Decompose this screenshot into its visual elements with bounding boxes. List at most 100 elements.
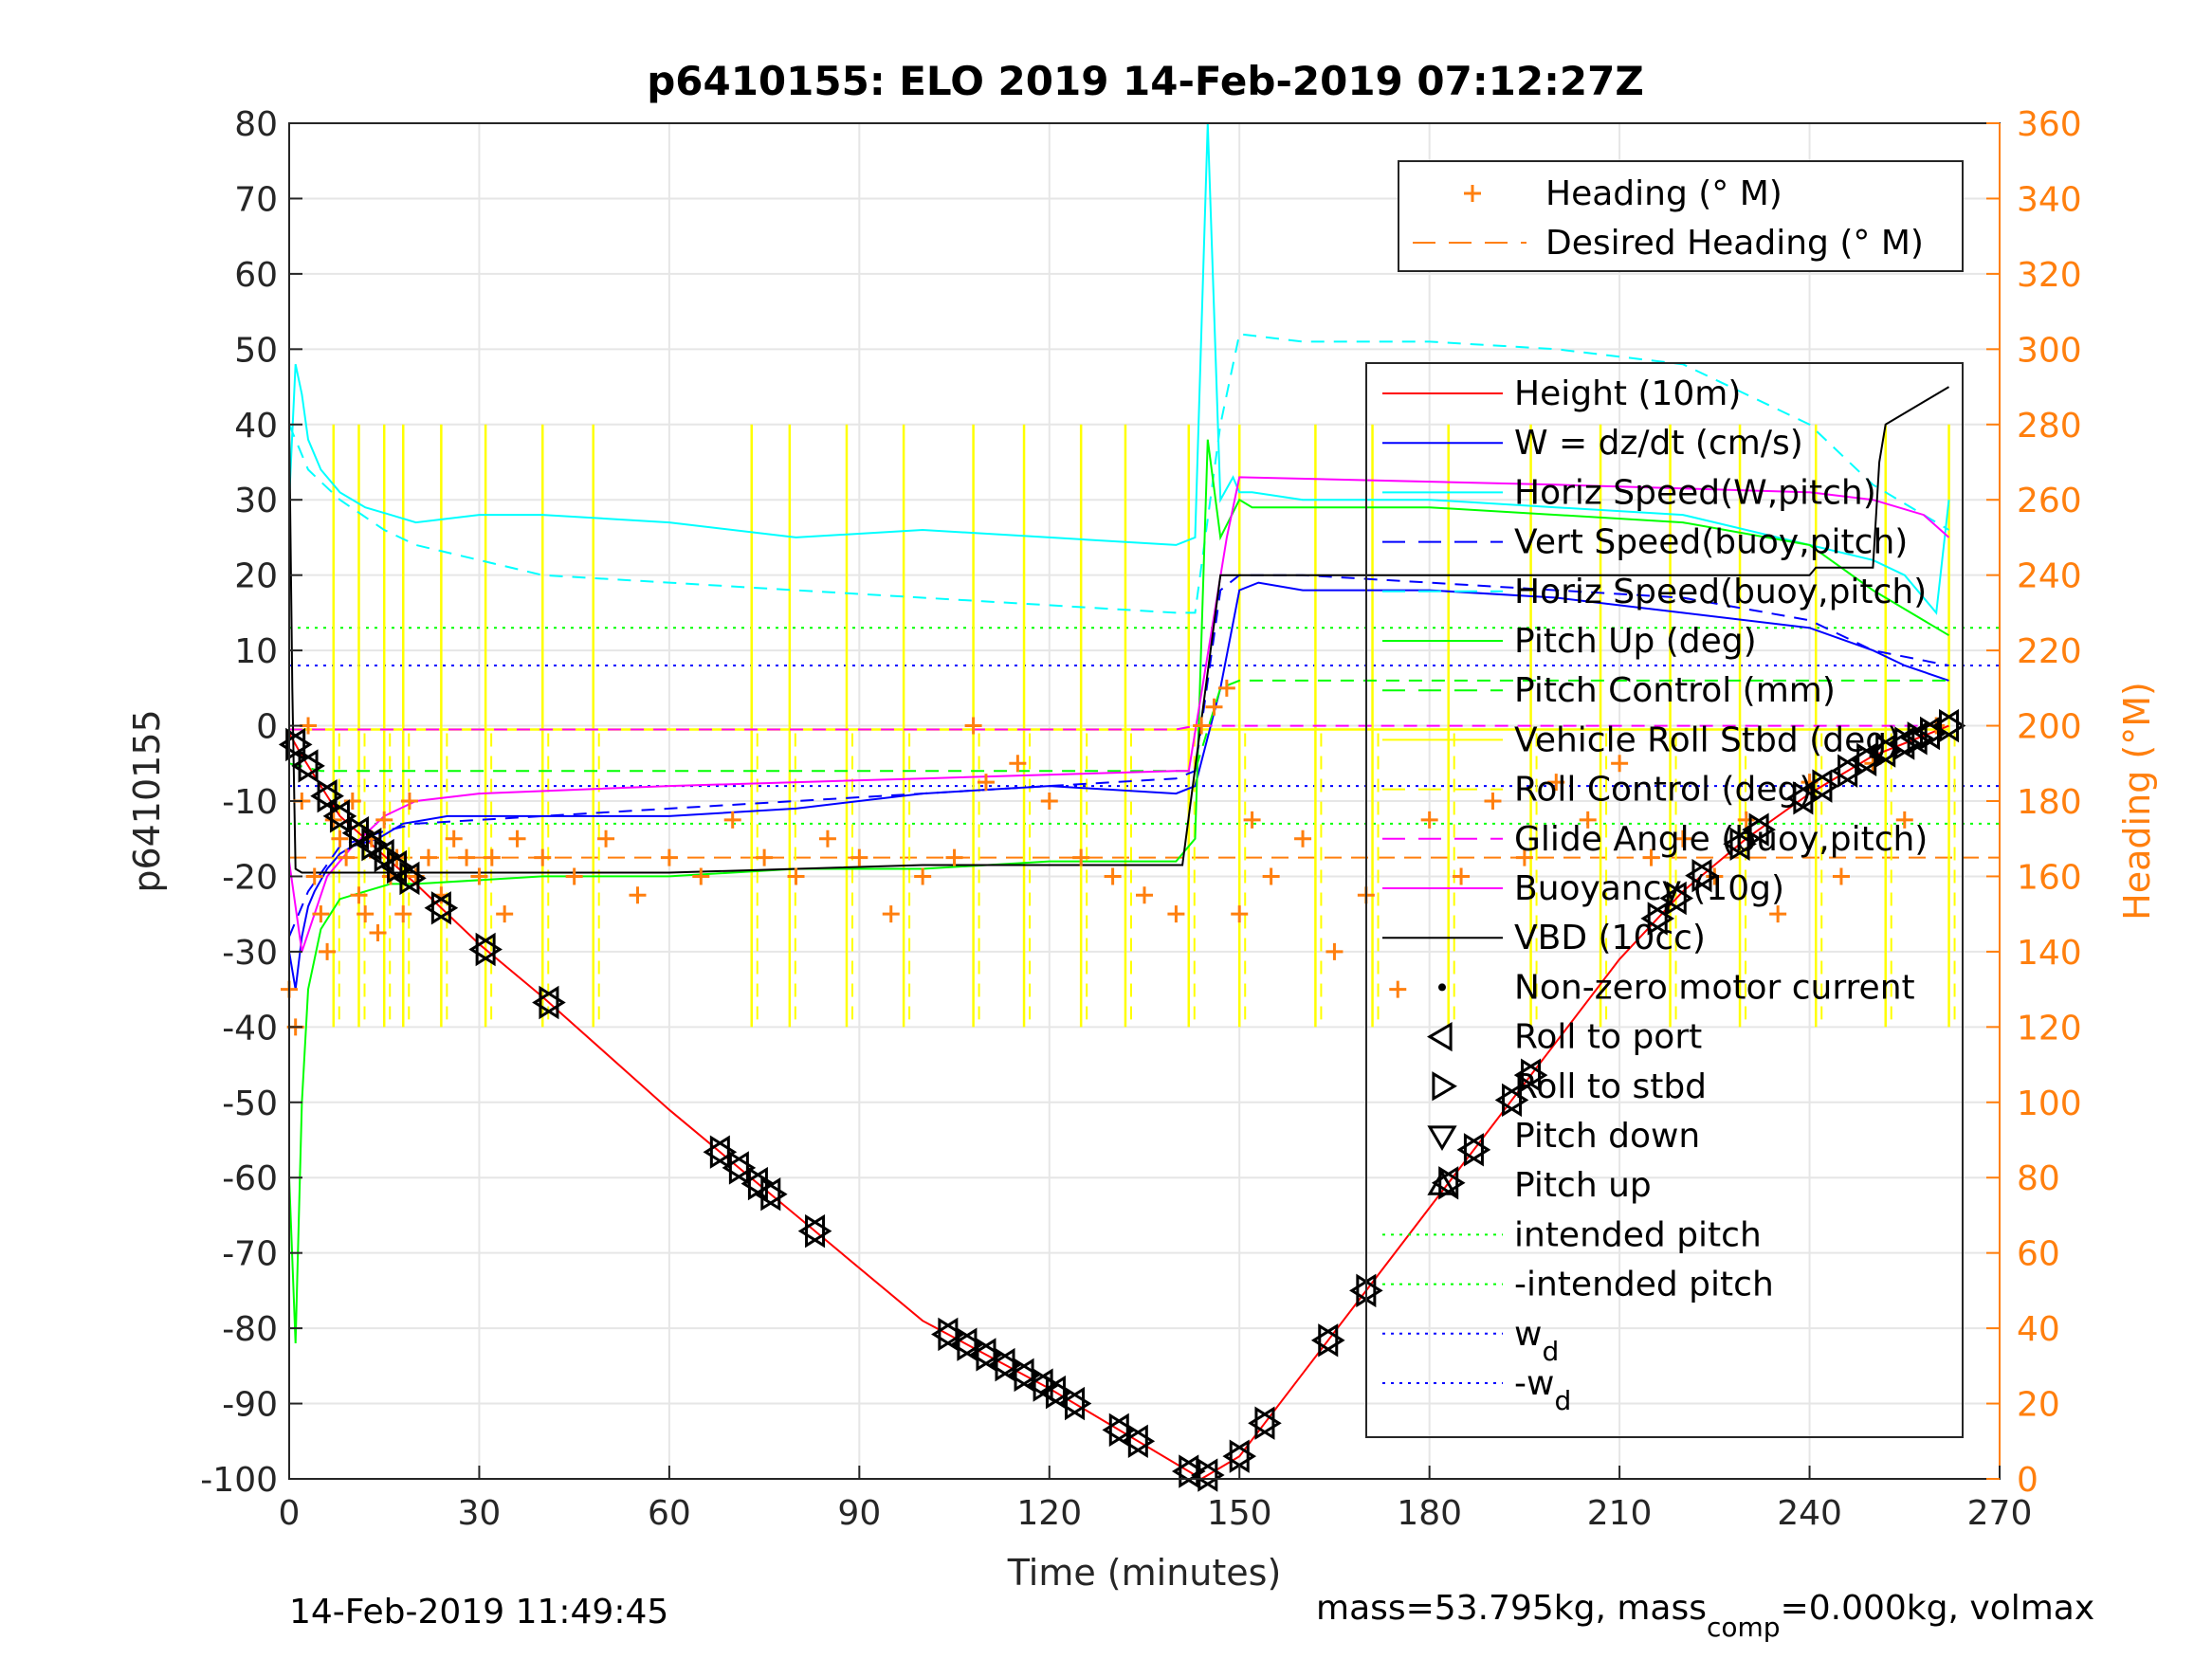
- roll-marker: [1463, 1133, 1491, 1167]
- heading-point: [964, 717, 982, 735]
- legend-label: Buoyancy (10g): [1514, 869, 1784, 908]
- y-tick-label-right: 100: [2017, 1085, 2082, 1123]
- heading-point: [1136, 886, 1153, 904]
- x-axis-label: Time (minutes): [1007, 1552, 1282, 1594]
- roll-marker: [1691, 858, 1719, 893]
- roll-marker: [938, 1317, 965, 1352]
- roll-marker: [1254, 1406, 1282, 1440]
- heading-point: [300, 717, 318, 735]
- heading-point: [419, 848, 437, 866]
- roll-marker: [957, 1327, 984, 1361]
- legend-label: Pitch up: [1514, 1166, 1652, 1205]
- legend-swatch: [1427, 1125, 1457, 1151]
- legend-label: Horiz Speed(buoy,pitch): [1514, 573, 1927, 611]
- y-tick-label-right: 120: [2017, 1009, 2082, 1048]
- roll-marker: [1310, 1323, 1339, 1358]
- x-ticks: 0 30 60 90 120 150 180 210 240 270: [279, 1466, 2033, 1533]
- x-tick-label: 270: [1967, 1494, 2033, 1533]
- legend-label: Pitch Control (mm): [1514, 671, 1836, 710]
- heading-point: [1484, 793, 1502, 810]
- legend-heading-label: Desired Heading (° M): [1545, 224, 1924, 263]
- heading-point: [945, 848, 963, 866]
- roll-marker: [760, 1176, 788, 1212]
- heading-point: [1769, 905, 1787, 923]
- x-tick-label: 210: [1587, 1494, 1653, 1533]
- roll-marker: [1742, 812, 1769, 847]
- roll-marker: [399, 861, 427, 896]
- y-tick-label-right: 40: [2017, 1310, 2060, 1349]
- heading-point: [1205, 698, 1223, 716]
- y-tick-label-left: 30: [234, 482, 278, 520]
- footer-timestamp: 14-Feb-2019 11:49:45: [289, 1593, 668, 1632]
- y-tick-label-right: 180: [2017, 783, 2082, 822]
- heading-point: [331, 830, 349, 848]
- roll-marker: [1431, 1166, 1459, 1200]
- heading-point: [1009, 755, 1027, 773]
- y-tick-label-right: 300: [2017, 331, 2082, 370]
- roll-marker: [728, 1151, 757, 1185]
- heading-point: [1217, 679, 1235, 697]
- chart-title: p6410155: ELO 2019 14-Feb-2019 07:12:27Z: [647, 58, 1644, 104]
- legend-heading-box: [1398, 160, 1964, 272]
- y-tick-label-left: -80: [222, 1310, 278, 1349]
- heading-point: [1642, 848, 1660, 866]
- roll-marker: [1931, 708, 1960, 743]
- roll-marker: [969, 1338, 996, 1372]
- y-tick-label-left: 40: [234, 407, 278, 446]
- heading-point: [338, 848, 356, 866]
- y-tick-label-left: -100: [200, 1461, 278, 1500]
- legend-label: intended pitch: [1514, 1215, 1762, 1254]
- y-axis-label-left: p6410155: [126, 709, 168, 892]
- heading-point: [1673, 830, 1691, 848]
- roll-marker: [424, 891, 451, 925]
- legend-label: Height (10m): [1514, 374, 1741, 413]
- heading-point: [312, 905, 330, 923]
- heading-point: [400, 793, 418, 810]
- series-line: [288, 574, 1949, 938]
- y-tick-label-right: 80: [2017, 1159, 2060, 1198]
- roll-marker: [1248, 1406, 1275, 1440]
- roll-marker: [1065, 1386, 1092, 1421]
- roll-marker: [1849, 742, 1877, 777]
- legend-heading-label: Heading (° M): [1545, 174, 1782, 213]
- x-tick-label: 90: [837, 1494, 881, 1533]
- heading-point: [565, 867, 583, 885]
- y-tick-label-left: 0: [256, 708, 278, 747]
- heading-point: [1453, 867, 1471, 885]
- heading-point: [1231, 905, 1249, 923]
- heading-point: [692, 867, 710, 885]
- legend-label: -wd: [1514, 1364, 1571, 1416]
- y-tick-label-right: 220: [2017, 632, 2082, 671]
- roll-marker: [1647, 902, 1675, 936]
- footer-mass-post: =0.000kg, volmax: [1781, 1589, 2095, 1628]
- roll-marker: [475, 932, 503, 967]
- roll-marker: [1102, 1413, 1129, 1448]
- y-tick-label-right: 0: [2017, 1461, 2038, 1500]
- heading-point: [1389, 980, 1407, 998]
- roll-marker: [539, 985, 566, 1020]
- legend-swatch: [1427, 1170, 1457, 1195]
- heading-point: [1547, 774, 1565, 792]
- y-tick-label-right: 320: [2017, 256, 2082, 295]
- heading-point: [458, 848, 476, 866]
- roll-marker: [1793, 781, 1820, 815]
- roll-marker: [1014, 1358, 1041, 1393]
- roll-marker: [468, 932, 496, 967]
- heading-point: [914, 867, 932, 885]
- legend-label: wd: [1514, 1315, 1559, 1367]
- series-line: [288, 122, 1950, 615]
- heading-point: [882, 905, 900, 923]
- roll-marker: [805, 1213, 832, 1249]
- legend-label: Vehicle Roll Stbd (deg): [1514, 720, 1900, 759]
- series-line: [288, 439, 1950, 1344]
- roll-marker: [709, 1135, 738, 1169]
- roll-marker: [1197, 1458, 1225, 1492]
- roll-marker: [1837, 754, 1865, 788]
- roll-marker: [1856, 742, 1884, 777]
- heading-point: [723, 811, 741, 829]
- roll-marker: [1108, 1413, 1137, 1448]
- heading-point: [1895, 811, 1913, 829]
- roll-marker: [931, 1317, 959, 1352]
- heading-point: [394, 905, 412, 923]
